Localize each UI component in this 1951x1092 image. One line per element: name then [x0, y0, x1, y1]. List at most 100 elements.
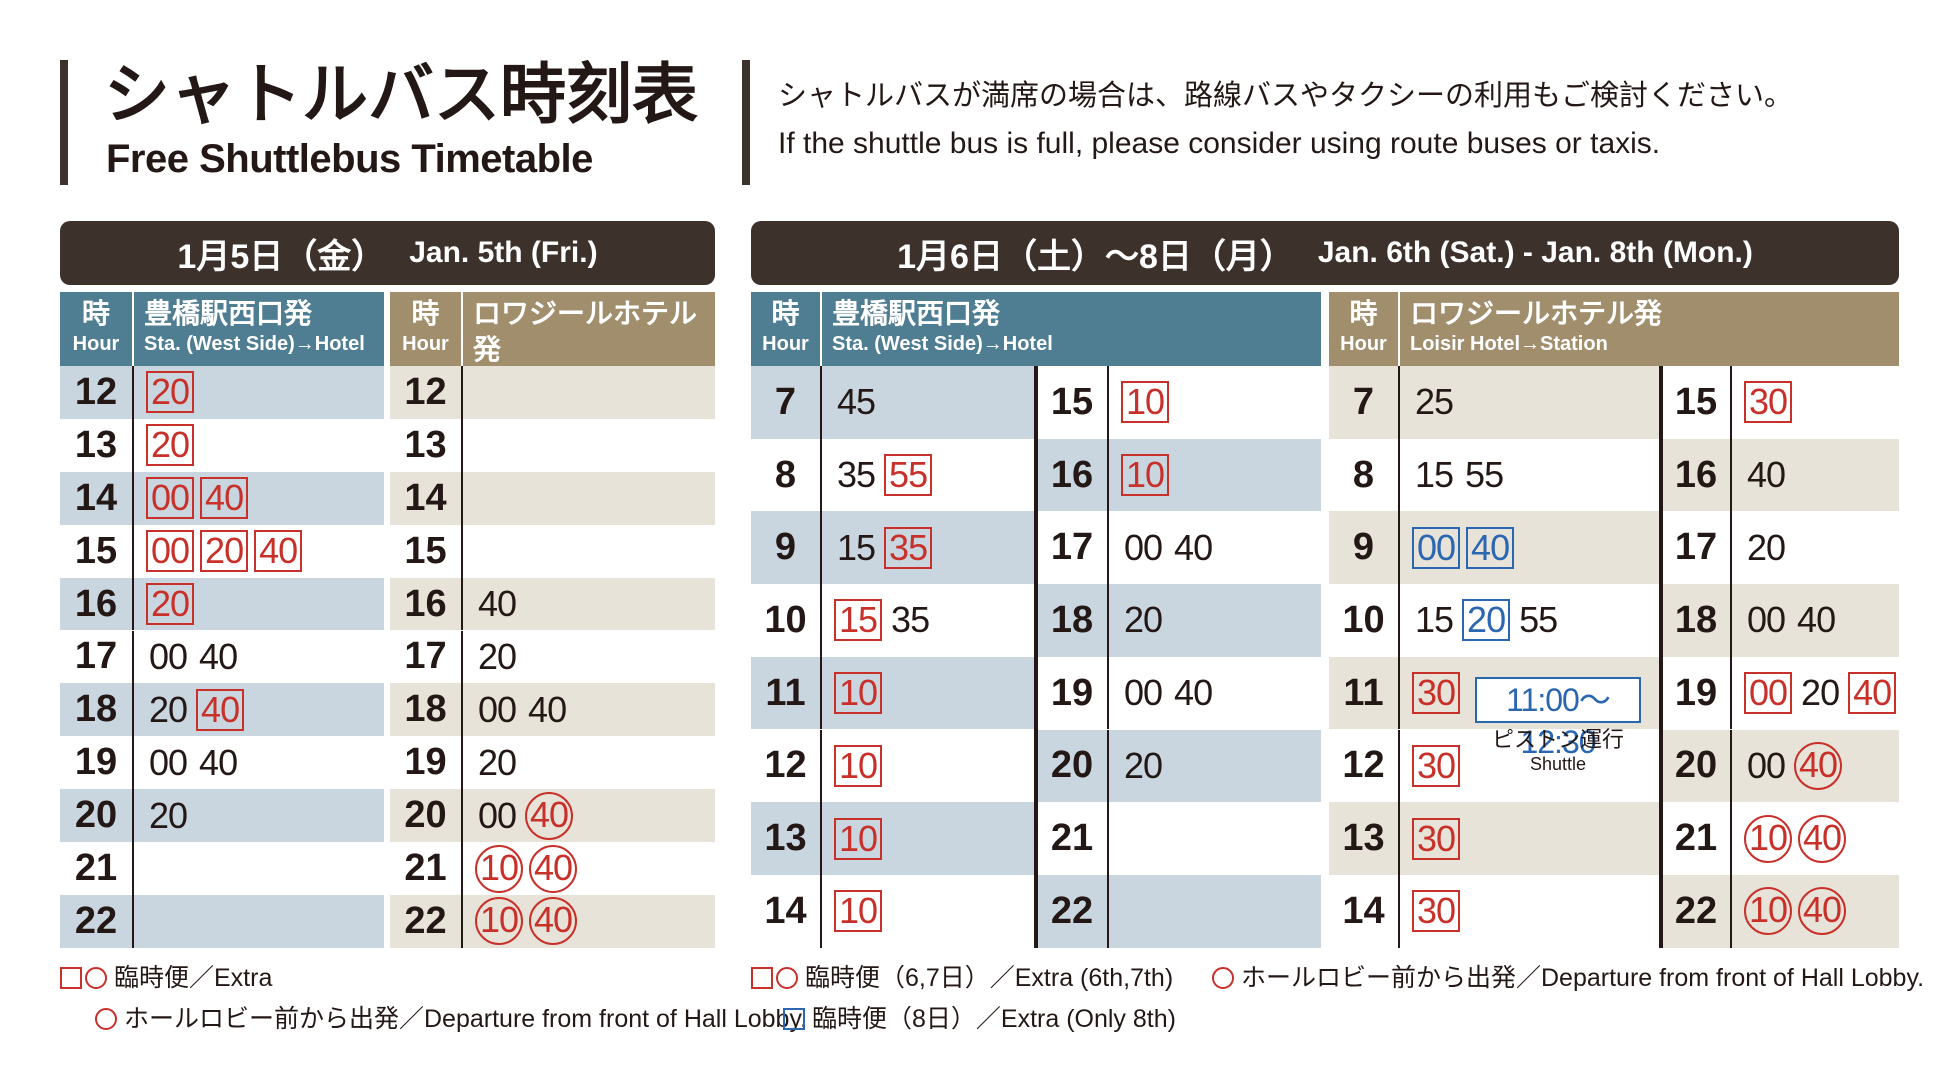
hour-cell: 22	[390, 895, 463, 948]
departure-time: 45	[837, 381, 876, 423]
title: シャトルバス時刻表	[104, 57, 698, 131]
date-en: Jan. 6th (Sat.) - Jan. 8th (Mon.)	[1317, 236, 1753, 269]
legend-icon	[751, 967, 773, 989]
row-bg	[60, 789, 384, 843]
departure-time: 40	[199, 635, 238, 677]
route-name-en: Loisir Hotel→Station	[1410, 333, 1608, 355]
departure-time: 40	[529, 844, 577, 893]
row-bg	[751, 584, 1037, 657]
hour-cell: 21	[1037, 802, 1109, 875]
times-cell: 20	[463, 631, 715, 684]
departure-time: 55	[1519, 599, 1558, 641]
row-bg	[1037, 656, 1321, 730]
times-cell: 20	[463, 736, 715, 789]
row-bg	[751, 802, 1037, 875]
hour-header-ja: 時	[1349, 298, 1378, 329]
date-bar: 1月6日（土）～8日（月） Jan. 6th (Sat.) - Jan. 8th …	[751, 221, 1899, 285]
row-bg	[1329, 729, 1662, 803]
notice-ja: シャトルバスが満席の場合は、路線バスやタクシーの利用もご検討ください。	[778, 80, 1794, 112]
hour-cell: 13	[1329, 802, 1400, 875]
departure-time: 20	[1124, 744, 1163, 786]
legend-text: 臨時便／Extra	[114, 964, 273, 992]
departure-time: 40	[196, 688, 245, 731]
row-bg	[1037, 511, 1321, 585]
row-bg	[60, 630, 384, 684]
departure-time: 15	[1415, 599, 1454, 641]
times-cell: 00 40	[134, 736, 384, 789]
divider-bar	[742, 60, 750, 185]
departure-time: 40	[1794, 741, 1843, 790]
departure-time: 55	[1465, 454, 1504, 496]
departure-time: 10	[834, 817, 883, 860]
departure-time: 20	[200, 530, 249, 573]
route-header: 豊橋駅西口発 Sta. (West Side)→Hotel	[134, 292, 384, 366]
times-cell: 10	[1109, 366, 1321, 439]
departure-time: 00	[149, 635, 188, 677]
column-divider	[1034, 366, 1038, 948]
legend-icon	[95, 1008, 117, 1030]
departure-time: 00	[1747, 744, 1786, 786]
route-header: ロワジールホテル発 Loisir Hotel→Station	[1400, 292, 1899, 366]
departure-time: 20	[1801, 672, 1840, 714]
row-bg	[751, 874, 1037, 948]
departure-time: 10	[1744, 814, 1792, 863]
row-bg	[1037, 584, 1321, 657]
hour-cell: 21	[1662, 802, 1732, 875]
hour-cell: 14	[1329, 874, 1400, 948]
row-bg	[390, 366, 715, 419]
row-bg	[1037, 366, 1321, 439]
departure-time: 30	[1412, 890, 1461, 933]
times-cell	[463, 366, 715, 419]
hour-cell: 17	[60, 630, 134, 684]
times-cell: 00 40	[1732, 584, 1899, 657]
row-bg	[1329, 438, 1662, 512]
row-bg	[390, 736, 715, 790]
row-bg	[60, 736, 384, 790]
hour-header: 時 Hour	[390, 292, 463, 366]
departure-time: 40	[1848, 672, 1897, 715]
hour-cell: 19	[1662, 656, 1732, 730]
hour-cell: 7	[751, 366, 822, 439]
hour-header-ja: 時	[81, 298, 110, 329]
route-name-en: Sta. (West Side)→Hotel	[144, 333, 365, 355]
hour-cell: 18	[1662, 584, 1732, 657]
departure-time: 10	[1121, 454, 1170, 497]
times-cell: 00 20 40	[134, 525, 384, 578]
departure-time: 40	[529, 897, 577, 946]
hour-header-ja: 時	[771, 298, 800, 329]
hour-cell: 14	[60, 471, 134, 525]
hour-cell: 13	[60, 418, 134, 472]
departure-time: 40	[254, 530, 303, 573]
hour-cell: 15	[60, 524, 134, 578]
departure-time: 35	[837, 454, 876, 496]
row-bg	[751, 366, 1037, 439]
row-bg	[1662, 584, 1899, 657]
departure-time: 40	[1747, 454, 1786, 496]
times-cell: 20	[134, 419, 384, 472]
departure-time: 25	[1415, 381, 1454, 423]
hour-cell: 20	[60, 789, 134, 843]
departure-time: 35	[884, 526, 933, 569]
row-bg	[60, 471, 384, 525]
row-bg	[390, 418, 715, 472]
route-name-en: Sta. (West Side)→Hotel	[832, 333, 1053, 355]
hour-cell: 18	[390, 683, 463, 737]
departure-time: 20	[149, 688, 188, 730]
title-bar	[60, 60, 68, 185]
times-cell	[134, 842, 384, 895]
hour-cell: 14	[390, 471, 463, 525]
hour-cell: 11	[751, 656, 822, 730]
times-cell: 25	[1400, 366, 1662, 439]
hour-cell: 18	[60, 683, 134, 737]
row-bg	[751, 438, 1037, 512]
times-cell: 20	[1732, 511, 1899, 584]
times-cell: 00 40	[1400, 511, 1662, 584]
times-cell	[134, 895, 384, 948]
departure-time: 10	[475, 897, 523, 946]
times-cell: 30	[1400, 875, 1662, 948]
legend-item: 臨時便／Extra	[60, 962, 272, 994]
hour-header-en: Hour	[72, 333, 120, 355]
legend-text: 臨時便（6,7日）／Extra (6th,7th)	[805, 964, 1174, 992]
notice-en: If the shuttle bus is full, please consi…	[778, 127, 1661, 160]
hour-cell: 21	[390, 842, 463, 895]
